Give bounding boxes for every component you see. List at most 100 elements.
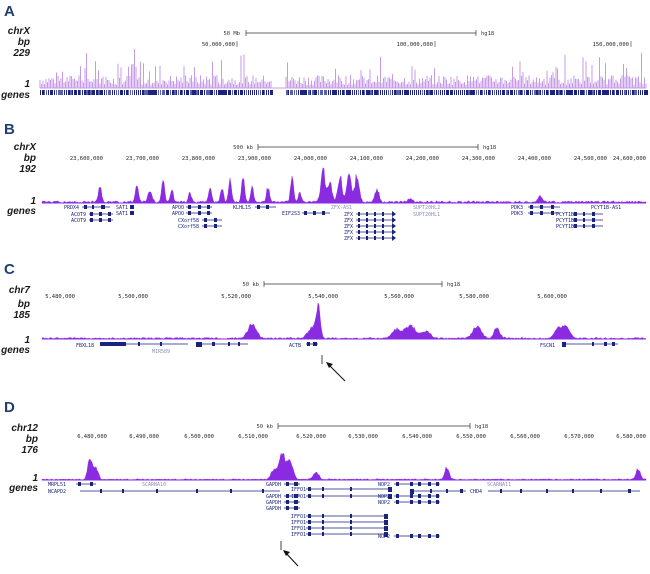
- y-min-label: 1: [24, 79, 30, 90]
- gene-track: MRPL51 NCAPD2 SCARNA10 GAPDH GAPDH GAPDH…: [48, 482, 640, 540]
- gene-label: CXorf58: [178, 218, 199, 224]
- gene-label: EIF2S3: [282, 211, 300, 217]
- gene-label: NOP2: [378, 482, 390, 488]
- gene-label: ZFX: [344, 224, 353, 230]
- scale-bar-label: 50 kb: [256, 424, 273, 430]
- tick-label: 5,480,000: [45, 294, 75, 300]
- gene-label: PCYT1B: [556, 218, 574, 224]
- tick-label: 5,600,000: [537, 294, 567, 300]
- tick-label: 24,000,000: [294, 156, 327, 162]
- tick-label: 6,570,000: [564, 434, 594, 440]
- chromosome-label: chrX: [14, 142, 38, 153]
- tick-label: 6,550,000: [456, 434, 486, 440]
- tick-label: 5,540,000: [308, 294, 338, 300]
- chromosome-label: chrX: [8, 26, 32, 37]
- tick-label: 6,530,000: [348, 434, 378, 440]
- gene-label: ZFX: [344, 230, 353, 236]
- signal-track: [41, 302, 647, 340]
- gene-label: IFFO1: [291, 532, 306, 538]
- gene-label: SAT1: [116, 205, 128, 211]
- gene-label: PCYT1B-AS1: [591, 205, 621, 211]
- tick-label: 6,500,000: [184, 434, 214, 440]
- tick-label: 5,560,000: [384, 294, 414, 300]
- gene-label: FBXL18: [76, 343, 94, 349]
- gene-label: ACTB: [289, 343, 301, 349]
- scale-bar-label: 50 kb: [242, 282, 259, 288]
- panel-label-b: B: [4, 121, 15, 138]
- gene-label: IFFO1: [291, 514, 306, 520]
- tick-label: 24,100,000: [350, 156, 383, 162]
- gene-label: GAPDH: [266, 506, 281, 512]
- gene-label: IFFO1: [291, 494, 306, 500]
- chromosome-label: chr12: [11, 423, 38, 434]
- gene-label: IFFO1: [291, 526, 306, 532]
- panel-label-d: D: [4, 399, 15, 416]
- gene-label: ZFX: [344, 236, 353, 242]
- tick-label: 6,520,000: [296, 434, 326, 440]
- tick-label: 5,520,000: [221, 294, 251, 300]
- gene-track: FBXL18 MIR589 ACTB FSCN1: [76, 342, 618, 355]
- gene-label: NOP2: [378, 494, 390, 500]
- bp-max-value: 176: [21, 445, 38, 456]
- coordinate-ticks: 50,000,000 100,000,000 150,000,000: [202, 41, 632, 48]
- gene-label: APOO: [172, 205, 184, 211]
- gene-label: NCAPD2: [48, 489, 66, 495]
- gene-label: APOO: [172, 211, 184, 217]
- gene-label: PDK3: [511, 205, 523, 211]
- scale-bar-label: 50 Mb: [223, 31, 240, 37]
- bp-max-value: 185: [13, 310, 30, 321]
- genes-track-label: genes: [8, 483, 38, 494]
- gene-track: PRDX4 ACOT9 ACOT9 SAT1 SAT1 APOO APOO CX…: [64, 205, 621, 242]
- signal-track: [41, 167, 647, 204]
- tick-label: 23,900,000: [238, 156, 271, 162]
- gene-label: NOP2: [378, 534, 390, 540]
- tick-label: 24,300,000: [462, 156, 495, 162]
- chromosome-label: chr7: [9, 285, 31, 296]
- gene-label: SCARNA10: [142, 482, 166, 488]
- gene-label: GAPDH: [266, 500, 281, 506]
- tick-label: 150,000,000: [593, 42, 629, 48]
- gene-label: MRPL51: [48, 482, 66, 488]
- genome-assembly-label: hg18: [475, 424, 488, 430]
- tick-label: 5,500,000: [118, 294, 148, 300]
- tick-label: 23,600,000: [70, 156, 103, 162]
- gene-label: CHD4: [470, 489, 482, 495]
- scale-bar-label: 500 kb: [233, 145, 253, 151]
- tick-label: 6,480,000: [77, 434, 107, 440]
- genes-track-label: genes: [0, 345, 30, 356]
- tick-label: 6,560,000: [510, 434, 540, 440]
- tick-label: 5,580,000: [459, 294, 489, 300]
- tick-label: 24,200,000: [406, 156, 439, 162]
- panel-c: C chr7 bp 185 1 genes 50 kb hg18 5,480,0…: [0, 261, 647, 382]
- tick-label: 6,580,000: [616, 434, 646, 440]
- tick-label: 23,800,000: [182, 156, 215, 162]
- y-min-label: 1: [24, 335, 30, 346]
- gene-label: SAT1: [116, 211, 128, 217]
- gene-label: MIR589: [152, 349, 170, 355]
- scale-bar: 500 kb hg18: [233, 144, 496, 151]
- bp-label: bp: [18, 37, 30, 48]
- bp-label: bp: [24, 153, 36, 164]
- gene-label: FSCN1: [540, 343, 555, 349]
- tick-label: 6,510,000: [238, 434, 268, 440]
- gene-label: GAPDH: [266, 482, 281, 488]
- gene-label: PDK3: [511, 211, 523, 217]
- gene-label: GAPDH: [266, 494, 281, 500]
- scale-bar: 50 kb hg18: [256, 423, 488, 430]
- genome-assembly-label: hg18: [447, 282, 460, 288]
- gene-density-track: [40, 90, 648, 95]
- gene-label: KLHL15: [233, 205, 251, 211]
- gene-label: ZFX: [344, 218, 353, 224]
- panel-b: B chrX bp 192 1 genes 500 kb hg18 23,600…: [4, 121, 647, 242]
- tick-label: 6,540,000: [402, 434, 432, 440]
- gene-label: SUPT20HL2: [413, 205, 440, 211]
- scale-bar: 50 Mb hg18: [223, 30, 494, 37]
- signal-track: [39, 49, 647, 88]
- genes-track-label: genes: [0, 90, 30, 101]
- gene-label: IFFO1: [291, 487, 306, 493]
- gene-label: ZFX: [344, 212, 353, 218]
- genes-track-label: genes: [6, 206, 36, 217]
- bp-label: bp: [26, 434, 38, 445]
- arrow-marker: [280, 541, 299, 567]
